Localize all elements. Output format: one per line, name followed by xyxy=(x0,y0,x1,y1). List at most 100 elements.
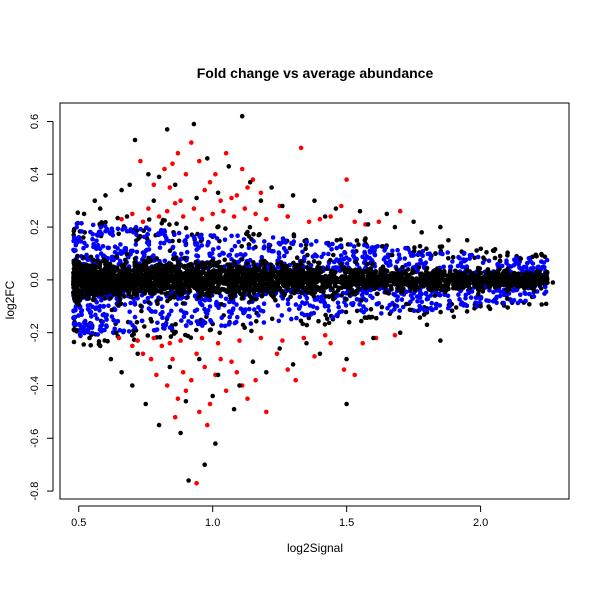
data-point-black xyxy=(183,399,189,404)
data-point-blue xyxy=(101,303,106,309)
data-point-black xyxy=(354,238,360,243)
data-point-black xyxy=(219,302,224,307)
data-point-blue xyxy=(207,297,213,303)
data-point-black xyxy=(296,280,302,286)
data-point-black xyxy=(354,308,360,314)
data-point-black xyxy=(124,251,130,257)
data-point-blue xyxy=(324,241,329,246)
data-point-black xyxy=(344,356,349,362)
data-point-red xyxy=(180,214,186,219)
data-point-blue xyxy=(314,305,320,311)
data-point-black xyxy=(103,266,109,272)
data-point-black xyxy=(312,283,318,288)
data-point-blue xyxy=(90,222,96,228)
data-point-black xyxy=(118,301,123,307)
data-point-blue xyxy=(87,308,92,313)
data-point-black xyxy=(323,294,329,299)
data-point-blue xyxy=(98,229,103,235)
data-point-blue xyxy=(388,262,393,268)
data-point-black xyxy=(246,291,252,297)
data-point-black xyxy=(453,268,458,274)
data-point-red xyxy=(285,367,291,372)
data-point-black xyxy=(375,291,380,297)
data-point-blue xyxy=(94,232,100,238)
data-point-black xyxy=(161,274,166,279)
data-point-black xyxy=(424,322,430,328)
data-point-blue xyxy=(259,254,265,260)
data-point-blue xyxy=(314,297,320,302)
data-point-black xyxy=(277,278,283,284)
data-point-blue xyxy=(463,296,468,301)
data-point-blue xyxy=(94,238,99,244)
data-point-black xyxy=(485,269,490,274)
data-point-blue xyxy=(276,318,282,324)
data-point-black xyxy=(435,278,441,284)
data-point-blue xyxy=(145,295,151,301)
data-point-blue xyxy=(473,300,478,306)
data-point-black xyxy=(246,242,252,247)
data-point-black xyxy=(538,286,544,291)
data-point-black xyxy=(273,297,278,303)
data-point-blue xyxy=(375,244,380,249)
data-point-blue xyxy=(499,263,505,269)
data-point-black xyxy=(271,273,276,279)
data-point-blue xyxy=(447,303,453,309)
data-point-black xyxy=(451,314,457,320)
data-point-blue xyxy=(183,323,189,328)
data-point-blue xyxy=(429,300,435,306)
data-point-red xyxy=(119,216,124,222)
data-point-black xyxy=(247,224,253,230)
data-point-blue xyxy=(100,319,105,325)
data-point-black xyxy=(275,287,281,293)
data-point-black xyxy=(537,269,542,275)
data-point-black xyxy=(330,287,335,292)
data-point-blue xyxy=(209,251,215,256)
data-point-black xyxy=(277,346,283,351)
data-point-black xyxy=(248,279,253,284)
data-point-blue xyxy=(115,226,121,232)
data-point-black xyxy=(260,288,265,293)
data-point-black xyxy=(334,237,340,243)
data-point-black xyxy=(281,282,287,288)
data-point-red xyxy=(223,388,229,394)
data-point-black xyxy=(327,274,333,280)
plot-box xyxy=(59,102,570,500)
data-point-blue xyxy=(397,256,403,261)
data-point-red xyxy=(116,335,122,341)
data-point-blue xyxy=(222,237,228,243)
data-point-blue xyxy=(179,251,184,257)
data-point-black xyxy=(523,275,528,280)
data-point-blue xyxy=(94,300,99,305)
data-point-black xyxy=(401,286,406,291)
data-point-black xyxy=(108,295,113,301)
data-point-blue xyxy=(458,260,464,266)
data-point-blue xyxy=(199,243,205,248)
data-point-black xyxy=(386,291,392,296)
data-point-black xyxy=(417,243,423,249)
data-point-red xyxy=(130,343,135,349)
data-point-black xyxy=(529,275,534,281)
data-point-blue xyxy=(344,261,350,266)
y-tick-label: -0.2 xyxy=(29,323,41,342)
data-point-black xyxy=(363,236,368,241)
data-point-blue xyxy=(155,320,160,326)
data-point-blue xyxy=(121,329,126,335)
data-point-red xyxy=(301,335,307,341)
data-point-black xyxy=(453,286,459,291)
data-point-black xyxy=(186,289,191,294)
data-point-black xyxy=(244,261,250,266)
data-point-blue xyxy=(425,296,431,302)
data-point-black xyxy=(275,261,280,267)
data-point-black xyxy=(480,289,486,294)
data-point-red xyxy=(156,214,162,219)
data-point-blue xyxy=(122,302,128,307)
data-point-black xyxy=(405,267,411,272)
data-point-black xyxy=(115,278,120,284)
data-point-black xyxy=(247,284,253,290)
data-point-blue xyxy=(112,326,117,332)
data-point-black xyxy=(333,206,339,211)
data-point-blue xyxy=(202,306,207,312)
data-point-blue xyxy=(95,332,101,337)
data-point-blue xyxy=(437,293,443,298)
data-point-black xyxy=(280,203,285,209)
